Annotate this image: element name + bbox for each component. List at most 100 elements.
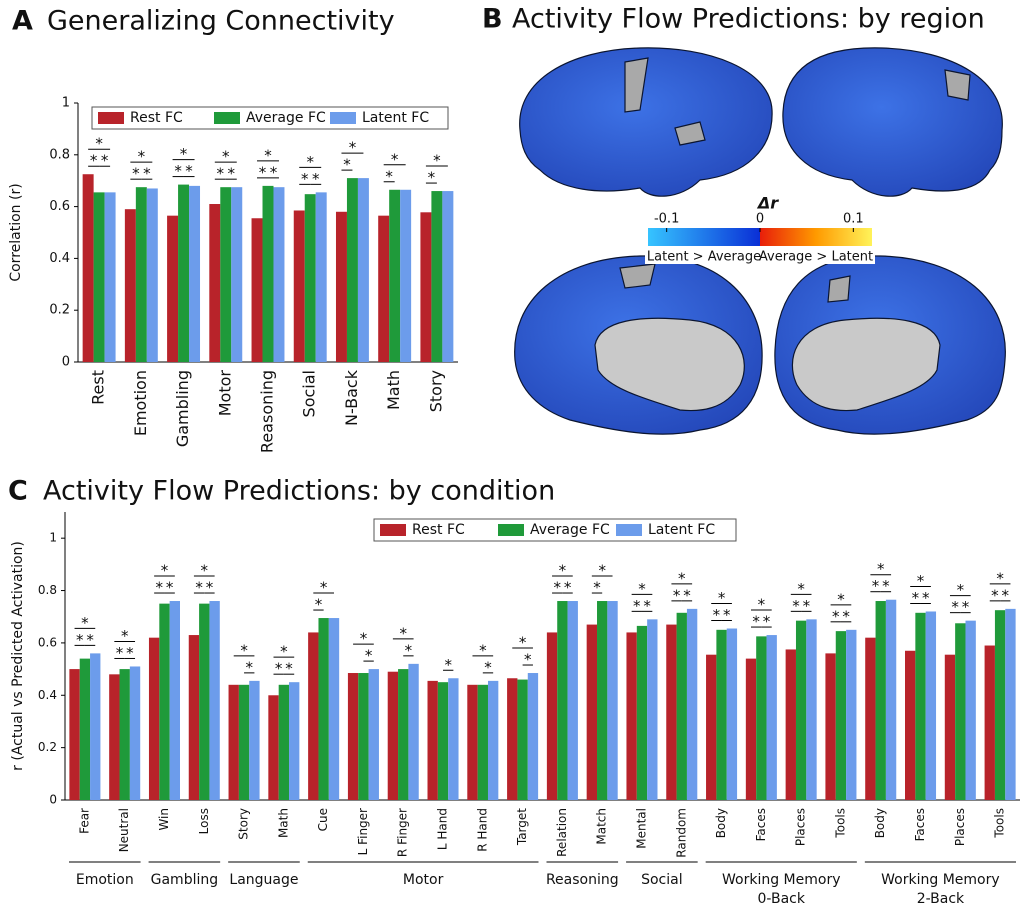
legend-swatch xyxy=(98,112,124,124)
significance-marker: * xyxy=(758,596,766,614)
significance-marker: * xyxy=(259,163,267,181)
x-tick-label: Neutral xyxy=(117,808,131,852)
y-axis-label: r (Actual vs Predicted Activation) xyxy=(10,541,26,771)
brain-patch xyxy=(619,263,656,289)
significance-marker: * xyxy=(837,590,845,608)
significance-marker: * xyxy=(996,569,1004,587)
significance-marker: * xyxy=(713,606,721,624)
bar xyxy=(308,632,319,800)
significance-marker: * xyxy=(174,162,182,180)
bar xyxy=(262,185,274,362)
brain-medial-wall xyxy=(791,317,941,412)
significance-marker: * xyxy=(320,579,328,597)
significance-marker: * xyxy=(245,658,253,676)
bar xyxy=(189,185,201,362)
significance-marker: * xyxy=(479,641,487,659)
bar xyxy=(278,684,290,800)
x-tick-label: Math xyxy=(384,370,403,410)
bar xyxy=(251,218,263,362)
x-tick-label: Reasoning xyxy=(258,370,277,453)
significance-marker: * xyxy=(116,644,124,662)
significance-marker: * xyxy=(365,647,373,665)
bar xyxy=(915,612,926,800)
bar xyxy=(318,618,329,800)
x-tick-label: Motor xyxy=(215,370,234,417)
group-label: Gambling xyxy=(151,872,219,888)
significance-marker: * xyxy=(962,598,970,616)
bar xyxy=(925,611,937,800)
significance-marker: * xyxy=(385,167,393,185)
bar xyxy=(148,637,160,800)
x-tick-label: Random xyxy=(674,808,688,858)
significance-marker: * xyxy=(673,586,681,604)
bar xyxy=(636,625,648,800)
significance-marker: * xyxy=(180,145,188,163)
significance-marker: * xyxy=(484,658,492,676)
legend-label: Rest FC xyxy=(130,110,183,126)
significance-marker: * xyxy=(598,562,606,580)
significance-marker: * xyxy=(285,660,293,678)
significance-marker: * xyxy=(306,153,314,171)
panel-b: B Activity Flow Predictions: by region Δ… xyxy=(482,4,985,213)
bar xyxy=(865,637,876,800)
panel-letter: C xyxy=(8,476,28,507)
legend-label: Average FC xyxy=(530,522,610,538)
legend-label: Latent FC xyxy=(648,522,715,538)
bar xyxy=(146,188,158,362)
significance-marker: * xyxy=(185,162,193,180)
significance-marker: * xyxy=(633,597,641,615)
significance-marker: * xyxy=(360,630,368,648)
significance-marker: * xyxy=(264,146,272,164)
bar xyxy=(104,192,116,362)
bar xyxy=(315,192,327,362)
x-tick-label: L Hand xyxy=(436,808,450,850)
bar xyxy=(304,194,316,362)
bar xyxy=(477,684,488,800)
significance-marker: * xyxy=(519,634,527,652)
significance-marker: * xyxy=(228,165,236,183)
significance-marker: * xyxy=(95,135,103,153)
brain-patch xyxy=(624,57,649,113)
bar xyxy=(231,187,243,362)
y-tick-label: 0.8 xyxy=(49,147,70,162)
legend-swatch xyxy=(616,524,642,536)
bar xyxy=(389,189,401,362)
x-tick-label: Places xyxy=(953,808,967,846)
brain-medial-wall xyxy=(594,317,745,412)
significance-marker: * xyxy=(275,660,283,678)
brain-lateral-right xyxy=(782,47,1003,197)
colorbar-right-label: Average > Latent xyxy=(759,250,873,265)
significance-marker: * xyxy=(138,148,146,166)
significance-marker: * xyxy=(683,586,691,604)
bar xyxy=(835,631,847,800)
significance-marker: * xyxy=(559,562,567,580)
x-tick-label: Cue xyxy=(316,808,330,831)
bar xyxy=(647,619,658,800)
bar xyxy=(358,673,369,800)
significance-marker: * xyxy=(312,170,320,188)
significance-marker: * xyxy=(912,589,920,607)
x-tick-label: Story xyxy=(237,808,251,840)
chart: A Generalizing Connectivity 0 0.2 0.4 0.6 0.8 1… xyxy=(8,6,458,453)
bar xyxy=(905,650,916,800)
colorbar-positive xyxy=(760,228,872,246)
significance-marker: * xyxy=(86,631,94,649)
brain-lateral-left xyxy=(519,47,773,197)
significance-marker: * xyxy=(797,580,805,598)
group-sublabel: 0-Back xyxy=(758,891,806,907)
x-tick-label: Faces xyxy=(754,808,768,841)
bar xyxy=(448,678,459,800)
x-tick-label: Math xyxy=(276,808,290,838)
significance-marker: * xyxy=(1002,586,1010,604)
bar xyxy=(726,628,738,800)
bar xyxy=(268,695,279,800)
bar xyxy=(944,654,956,800)
brain-patch xyxy=(944,69,971,101)
significance-marker: * xyxy=(217,165,225,183)
x-tick-label: Match xyxy=(595,808,609,845)
bar xyxy=(716,629,727,800)
bar xyxy=(357,178,369,362)
group-label: Language xyxy=(229,872,298,888)
bar xyxy=(431,191,443,362)
